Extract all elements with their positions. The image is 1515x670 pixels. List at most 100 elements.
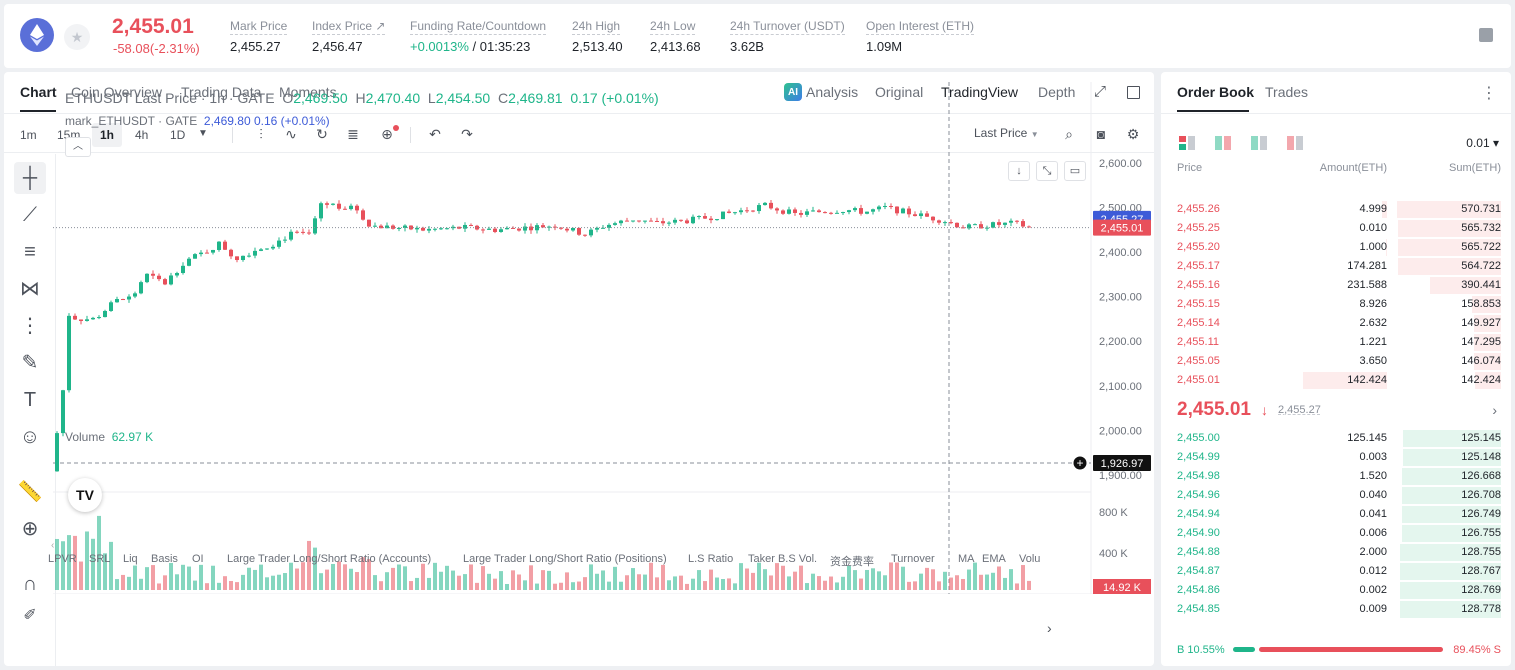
asks-bids-mode-icon[interactable] [1215,136,1231,150]
indicator-scroll-right-icon[interactable]: › [1047,620,1052,636]
volume-bar [787,576,791,590]
bid-row[interactable]: 2,455.00 125.145 125.145 [1161,429,1511,448]
indicator-1[interactable]: SRL [89,553,111,565]
brush-tool-icon[interactable]: ✎ [21,352,39,374]
view-analysis[interactable]: Analysis [806,84,859,100]
price-step-select[interactable]: 0.01 ▾ [1466,136,1499,150]
view-depth[interactable]: Depth [1038,84,1076,100]
indicator-2[interactable]: Liq [123,553,138,565]
indicator-9[interactable]: 资金费率 [830,556,874,568]
magnet-tool-icon[interactable]: ∩ [22,573,38,595]
volume-bar [997,566,1001,590]
candle-body [955,222,959,228]
compare-icon[interactable]: ↻ [316,126,328,142]
zoom-in-tool-icon[interactable]: ⊕ [21,518,39,540]
ask-row[interactable]: 2,455.14 2.632 149.927 [1161,314,1511,333]
indicators-icon[interactable]: ∿ [285,126,297,142]
volume-bar [925,567,929,590]
ruler-tool-icon[interactable]: 📏 [17,481,43,503]
undo-icon[interactable]: ↶ [429,126,441,142]
emoji-tool-icon[interactable]: ☺ [19,426,41,448]
candle-type-icon[interactable]: ⫶ [259,126,263,142]
volume-bar [331,563,335,590]
bids-only-mode-icon[interactable] [1251,136,1267,150]
tab-moments[interactable]: Moments [279,84,337,100]
tradingview-logo[interactable]: TV [68,478,102,512]
favorite-star-icon[interactable]: ★ [64,24,90,50]
settings-gear-icon[interactable]: ⚙ [1126,126,1140,142]
ask-row[interactable]: 2,455.25 0.010 565.732 [1161,219,1511,238]
expand-icon[interactable]: ⤢ [1094,83,1107,100]
tab-trades[interactable]: Trades [1265,84,1309,100]
fib-tool-icon[interactable]: ⋮ [20,315,40,337]
indicator-3[interactable]: Basis [151,553,178,565]
timeframe-1d[interactable]: 1D [170,128,186,142]
camera-icon[interactable]: ◙ [1096,126,1106,142]
bid-row[interactable]: 2,454.88 2.000 128.755 [1161,543,1511,562]
tab-trading-data[interactable]: Trading Data [181,84,262,100]
ask-row[interactable]: 2,455.11 1.221 147.295 [1161,333,1511,352]
eth-logo-icon [20,18,54,52]
more-options-icon[interactable]: ⋮ [1481,85,1497,102]
asks-only-mode-icon[interactable] [1287,136,1303,150]
indicator-12[interactable]: EMA [982,553,1006,565]
stat-index-price[interactable]: Index Price ↗ 2,456.47 [312,19,386,54]
indicator-13[interactable]: Volu [1019,553,1041,565]
ask-row[interactable]: 2,455.17 174.281 564.722 [1161,257,1511,276]
redo-icon[interactable]: ↷ [461,126,473,142]
ask-row[interactable]: 2,455.15 8.926 158.853 [1161,295,1511,314]
ask-row[interactable]: 2,455.01 142.424 142.424 [1161,371,1511,390]
collapse-sidebar-icon[interactable]: ‹ [51,540,55,551]
timeframe-1m[interactable]: 1m [20,128,37,142]
tab-chart[interactable]: Chart [20,84,57,100]
both-sides-mode-icon[interactable] [1179,136,1195,150]
templates-icon[interactable]: ≣ [347,126,359,142]
bid-row[interactable]: 2,454.94 0.041 126.749 [1161,505,1511,524]
timeframe-dropdown-icon[interactable]: ▼ [198,128,208,139]
indicator-5[interactable]: Large Trader Long/Short Ratio (Accounts) [227,553,432,565]
book-icon[interactable] [1479,28,1493,42]
tab-coin-overview[interactable]: Coin Overview [71,84,163,100]
bid-row[interactable]: 2,454.96 0.040 126.708 [1161,486,1511,505]
ask-row[interactable]: 2,455.16 231.588 390.441 [1161,276,1511,295]
collapse-pane-button[interactable]: ⤡ [1036,161,1058,181]
pencil-tool-icon[interactable]: ✐ [23,607,37,624]
bid-row[interactable]: 2,454.87 0.012 128.767 [1161,562,1511,581]
bid-row[interactable]: 2,454.86 0.002 128.769 [1161,581,1511,600]
indicator-6[interactable]: Large Trader Long/Short Ratio (Positions… [463,553,667,565]
fullscreen-icon[interactable] [1127,86,1140,99]
row-sum: 125.148 [1461,451,1501,463]
view-original[interactable]: Original [875,84,924,100]
tab-order-book[interactable]: Order Book [1177,84,1255,100]
pattern-tool-icon[interactable]: ⋈ [20,278,40,300]
indicator-7[interactable]: L.S Ratio [688,553,734,565]
bid-row[interactable]: 2,454.85 0.009 128.778 [1161,600,1511,619]
timeframe-4h[interactable]: 4h [135,128,149,142]
indicator-4[interactable]: OI [192,553,204,565]
scroll-down-button[interactable]: ↓ [1008,161,1030,181]
bid-row[interactable]: 2,454.98 1.520 126.668 [1161,467,1511,486]
ask-row[interactable]: 2,455.20 1.000 565.722 [1161,238,1511,257]
ask-row[interactable]: 2,455.26 4.999 570.731 [1161,200,1511,219]
text-tool-icon[interactable]: T [23,389,37,411]
maximize-pane-button[interactable]: ▭ [1064,161,1086,181]
price-chart[interactable]: 2,600.002,500.002,400.002,300.002,200.00… [53,82,1153,594]
indicator-10[interactable]: Turnover [891,553,935,565]
volume-bar [601,570,605,590]
search-icon[interactable]: ⌕ [1065,126,1073,142]
bid-row[interactable]: 2,454.99 0.003 125.148 [1161,448,1511,467]
chevron-right-icon[interactable]: › [1492,402,1497,418]
collapse-legend-button[interactable]: ︿ [65,137,91,157]
view-tradingview[interactable]: TradingView [941,84,1019,100]
price-source-select[interactable]: Last Price ▼ [974,126,1039,140]
timeframe-1h[interactable]: 1h [92,123,123,147]
bid-row[interactable]: 2,454.90 0.006 126.755 [1161,524,1511,543]
add-alert-icon[interactable]: ⊕ [381,126,393,142]
indicator-11[interactable]: MA [958,553,975,565]
ask-row[interactable]: 2,455.05 3.650 146.074 [1161,352,1511,371]
horizontal-lines-tool-icon[interactable]: ≡ [24,241,36,263]
trendline-tool-icon[interactable]: ⟋ [23,204,37,226]
indicator-0[interactable]: LPVR [48,553,77,565]
indicator-8[interactable]: Taker B.S Vol. [748,553,818,565]
crosshair-tool-icon[interactable]: ┼ [14,162,46,194]
